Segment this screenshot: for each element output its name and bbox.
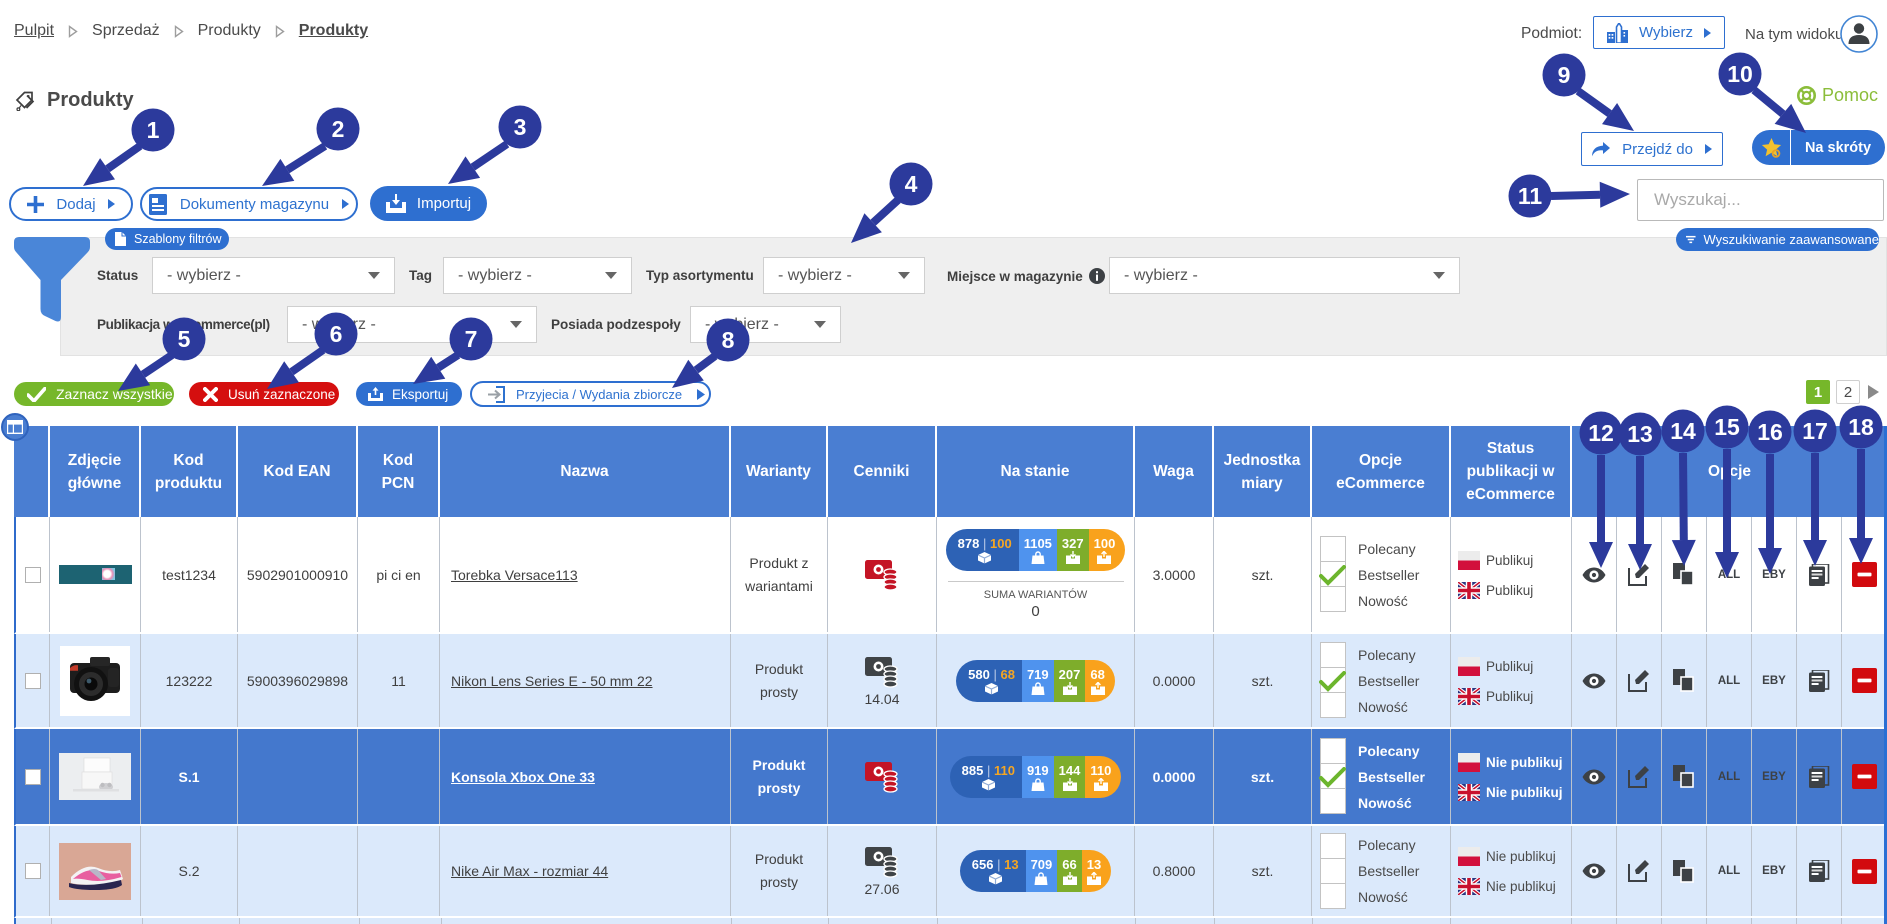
svg-text:13: 13 [1627,421,1653,447]
svg-text:10: 10 [1727,61,1753,87]
svg-text:2: 2 [332,116,345,142]
svg-text:5: 5 [178,326,191,352]
svg-text:9: 9 [1558,62,1571,88]
svg-text:1: 1 [147,117,160,143]
svg-text:18: 18 [1848,414,1874,440]
svg-text:11: 11 [1518,183,1543,209]
svg-text:3: 3 [514,114,527,140]
svg-text:12: 12 [1588,420,1614,446]
svg-text:8: 8 [722,327,735,353]
svg-text:17: 17 [1802,418,1828,444]
svg-text:16: 16 [1757,419,1783,445]
svg-text:14: 14 [1670,418,1696,444]
svg-text:15: 15 [1714,414,1740,440]
svg-text:4: 4 [905,171,918,197]
svg-text:6: 6 [330,321,343,347]
svg-text:7: 7 [465,326,478,352]
